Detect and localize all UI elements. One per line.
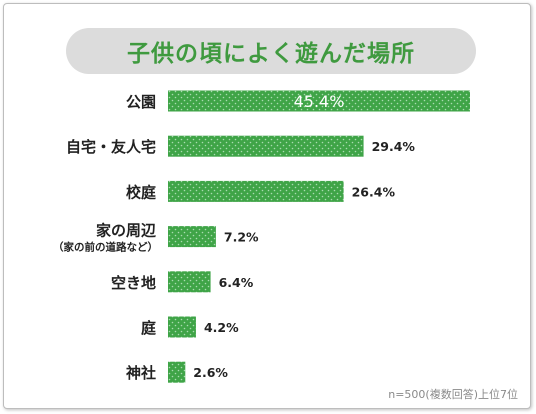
- category-label: 空き地: [111, 274, 156, 292]
- bar: [168, 90, 470, 112]
- value-label: 45.4%: [294, 92, 345, 111]
- bar: [168, 180, 344, 202]
- category-label: 公園: [126, 93, 156, 111]
- bar: [168, 316, 196, 338]
- value-label: 29.4%: [372, 139, 416, 154]
- category-label: 家の周辺: [96, 222, 157, 240]
- title-pill: 子供の頃によく遊んだ場所: [66, 28, 476, 74]
- category-label: 校庭: [126, 183, 157, 201]
- bar: [168, 226, 216, 248]
- sample-note: n=500(複数回答)上位7位: [388, 388, 518, 401]
- bar: [168, 271, 211, 293]
- category-label: 庭: [141, 319, 157, 337]
- category-label: 神社: [126, 364, 156, 382]
- bar: [168, 361, 186, 383]
- value-label: 6.4%: [219, 275, 254, 290]
- category-label: 自宅・友人宅: [66, 138, 156, 156]
- category-sublabel: （家の前の道路など）: [53, 241, 158, 254]
- chart-frame: 子供の頃によく遊んだ場所: [3, 3, 531, 409]
- value-label: 2.6%: [193, 365, 228, 380]
- chart-title: 子供の頃によく遊んだ場所: [127, 41, 415, 67]
- value-label: 7.2%: [224, 230, 259, 245]
- bar: [168, 135, 364, 157]
- value-label: 26.4%: [352, 184, 396, 199]
- value-label: 4.2%: [204, 320, 239, 335]
